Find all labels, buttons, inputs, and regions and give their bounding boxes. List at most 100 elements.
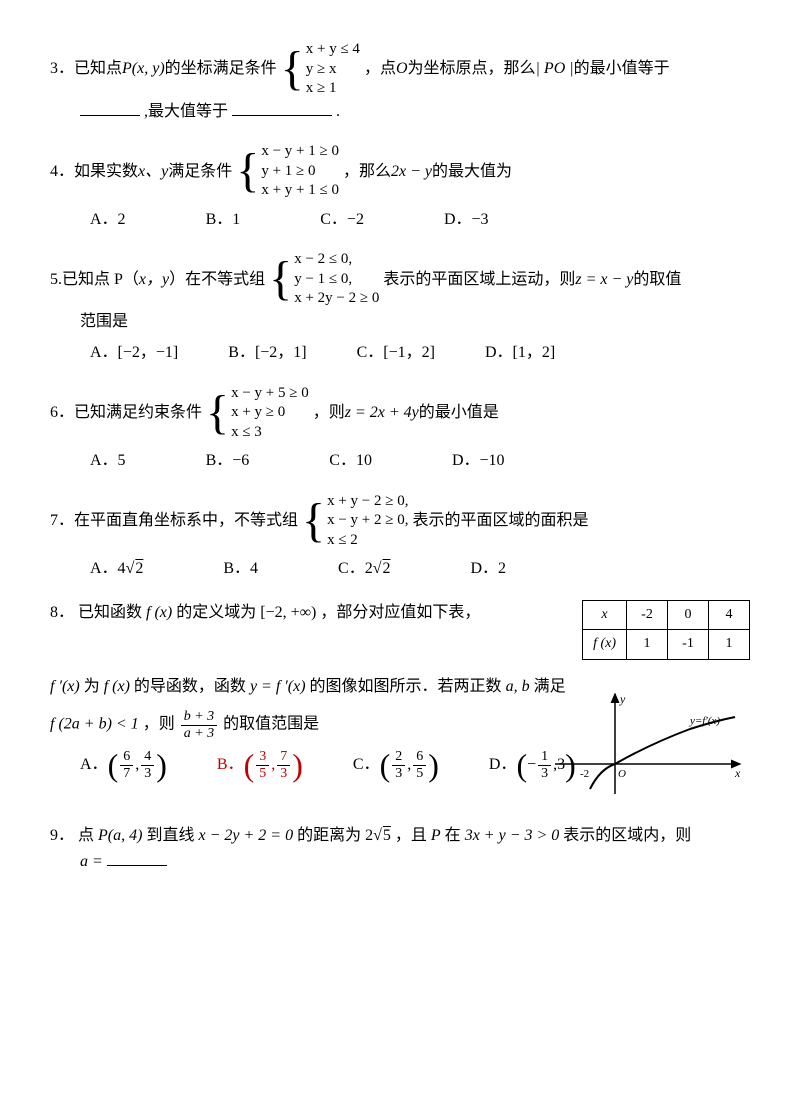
q5-num: 5. xyxy=(50,267,62,293)
q4-sys-lines: x − y + 1 ≥ 0 y + 1 ≥ 0 x + y + 1 ≤ 0 xyxy=(261,142,339,201)
q7-opta-sqrt: 2 xyxy=(134,560,143,577)
n: 4 xyxy=(141,749,154,765)
q9-mid4: 在 xyxy=(445,827,461,844)
q5-line1: 5. 已知点 P（ x，y ）在不等式组 { x − 2 ≤ 0, y − 1 … xyxy=(50,250,750,309)
question-5: 5. 已知点 P（ x，y ）在不等式组 { x − 2 ≤ 0, y − 1 … xyxy=(50,250,750,366)
q4-vars: x、y xyxy=(138,159,168,185)
rparen-icon: ) xyxy=(292,749,303,781)
q9-num: 9． xyxy=(50,827,74,844)
q3-pre: 已知点 xyxy=(74,56,122,82)
q8-table: x -2 0 4 f (x) 1 -1 1 xyxy=(582,600,750,660)
d: 3 xyxy=(277,766,290,781)
label: A． xyxy=(80,752,108,778)
q4-sys-1: x − y + 1 ≥ 0 xyxy=(261,142,339,162)
q8-num: 8． xyxy=(50,604,74,621)
rparen-icon: ) xyxy=(428,749,439,781)
q7-mid1: 表示的平面区域的面积是 xyxy=(412,508,588,534)
d: 3 xyxy=(141,766,154,781)
derivative-graph-icon: y x O -2 y=f′(x) xyxy=(550,689,750,799)
label: B． xyxy=(217,752,244,778)
q3-mid4: 的最小值等于 xyxy=(574,56,670,82)
table-row: f (x) 1 -1 1 xyxy=(583,630,750,659)
q4-mid2: ，那么 xyxy=(343,159,391,185)
q8-l2a: f ′(x) xyxy=(50,678,80,695)
q3-ovar: O xyxy=(396,56,408,82)
q9-dist: 2√5 xyxy=(365,827,391,844)
th-x: x xyxy=(583,601,627,630)
q6-opt-d: D．−10 xyxy=(452,448,505,474)
q8-l2f: 的图像如图所示．若两正数 xyxy=(310,678,502,695)
q7-opt-d: D．2 xyxy=(471,556,507,582)
q5-system: { x − 2 ≤ 0, y − 1 ≤ 0, x + 2y − 2 ≥ 0 xyxy=(269,250,379,309)
q7-opt-a: A．4√2 xyxy=(90,556,143,582)
origin: O xyxy=(618,768,626,780)
neg: − xyxy=(527,752,536,778)
q8-dom: [−2, +∞) xyxy=(260,604,316,621)
q6-num: 6． xyxy=(50,400,74,426)
q6-line1: 6． 已知满足约束条件 { x − y + 5 ≥ 0 x + y ≥ 0 x … xyxy=(50,384,750,443)
q8-l3c: 的取值范围是 xyxy=(223,716,319,733)
q7-sys-lines: x + y − 2 ≥ 0, x − y + 2 ≥ 0, x ≤ 2 xyxy=(327,492,408,551)
frac-num: b + 3 xyxy=(181,709,217,725)
q3-sys-2: y ≥ x xyxy=(306,60,360,80)
q8-l3a: f (2a + b) < 1 xyxy=(50,716,139,733)
q4-sys-3: x + y + 1 ≤ 0 xyxy=(261,181,339,201)
q6-opt-a: A．5 xyxy=(90,448,126,474)
q7-line1: 7． 在平面直角坐标系中，不等式组 { x + y − 2 ≥ 0, x − y… xyxy=(50,492,750,551)
q4-pre: 如果实数 xyxy=(74,159,138,185)
q9-mid3: ，且 xyxy=(395,827,427,844)
q6-system: { x − y + 5 ≥ 0 x + y ≥ 0 x ≤ 3 xyxy=(206,384,309,443)
q6-opt-c: C．10 xyxy=(329,448,372,474)
lparen-icon: ( xyxy=(244,749,255,781)
rparen-icon: ) xyxy=(565,749,576,781)
q5-vars: x，y xyxy=(139,267,169,293)
q4-opt-d: D．−3 xyxy=(444,207,489,233)
q3-mid1: 的坐标满足条件 xyxy=(165,56,277,82)
q8-frac: b + 3 a + 3 xyxy=(181,709,217,741)
q8-pre: 已知函数 xyxy=(78,604,142,621)
q3-num: 3． xyxy=(50,56,74,82)
q6-sys-1: x − y + 5 ≥ 0 xyxy=(231,384,309,404)
n: 6 xyxy=(413,749,426,765)
left-brace-icon: { xyxy=(281,50,304,88)
ylabel: y xyxy=(619,692,626,706)
question-9: 9． 点 P(a, 4) 到直线 x − 2y + 2 = 0 的距离为 2√5… xyxy=(50,823,750,874)
q3-sys-lines: x + y ≤ 4 y ≥ x x ≥ 1 xyxy=(306,40,360,99)
q5-sys-lines: x − 2 ≤ 0, y − 1 ≤ 0, x + 2y − 2 ≥ 0 xyxy=(294,250,379,309)
dp: 2 xyxy=(365,827,373,844)
question-3: 3． 已知点 P(x, y) 的坐标满足条件 { x + y ≤ 4 y ≥ x… xyxy=(50,40,750,124)
q5-mid3: 的取值 xyxy=(633,267,681,293)
q8-mid1: 的定义域为 xyxy=(176,604,256,621)
question-4: 4． 如果实数 x、y 满足条件 { x − y + 1 ≥ 0 y + 1 ≥… xyxy=(50,142,750,232)
lparen-icon: ( xyxy=(516,749,527,781)
q8-l3b: ，则 xyxy=(143,716,175,733)
q7-sys-3: x ≤ 2 xyxy=(327,531,408,551)
n: 6 xyxy=(120,749,133,765)
d: 7 xyxy=(120,766,133,781)
n: 1 xyxy=(538,749,551,765)
q6-sys-lines: x − y + 5 ≥ 0 x + y ≥ 0 x ≤ 3 xyxy=(231,384,309,443)
q5-options: A．[−2，−1] B．[−2，1] C．[−1，2] D．[1，2] xyxy=(90,340,750,366)
v2: 3 xyxy=(557,752,565,778)
xlabel: x xyxy=(734,766,741,780)
label: D． xyxy=(489,752,517,778)
q4-options: A．2 B．1 C．−2 D．−3 xyxy=(90,207,750,233)
th-fx: f (x) xyxy=(583,630,627,659)
q8-opt-b: B． ( 35, 73 ) xyxy=(217,749,303,781)
q6-opt-b: B．−6 xyxy=(206,448,250,474)
q3-sys-3: x ≥ 1 xyxy=(306,79,360,99)
q8-fx: f (x) xyxy=(146,604,172,621)
table-row: x -2 0 4 xyxy=(583,601,750,630)
q9-mid5: 表示的区域内，则 xyxy=(563,827,691,844)
d: 3 xyxy=(538,766,551,781)
ds: 5 xyxy=(382,827,391,844)
q8-l2c: f (x) xyxy=(104,678,130,695)
q8-l2b: 为 xyxy=(84,678,100,695)
n: 7 xyxy=(277,749,290,765)
q7-options: A．4√2 B．4 C．2√2 D．2 xyxy=(90,556,750,582)
q7-optc-sqrt: 2 xyxy=(382,560,391,577)
q3-pvar: P(x, y) xyxy=(122,56,165,82)
q5-opt-d: D．[1，2] xyxy=(485,340,555,366)
q3-mid2: ，点 xyxy=(364,56,396,82)
q4-expr: 2x − y xyxy=(391,159,432,185)
